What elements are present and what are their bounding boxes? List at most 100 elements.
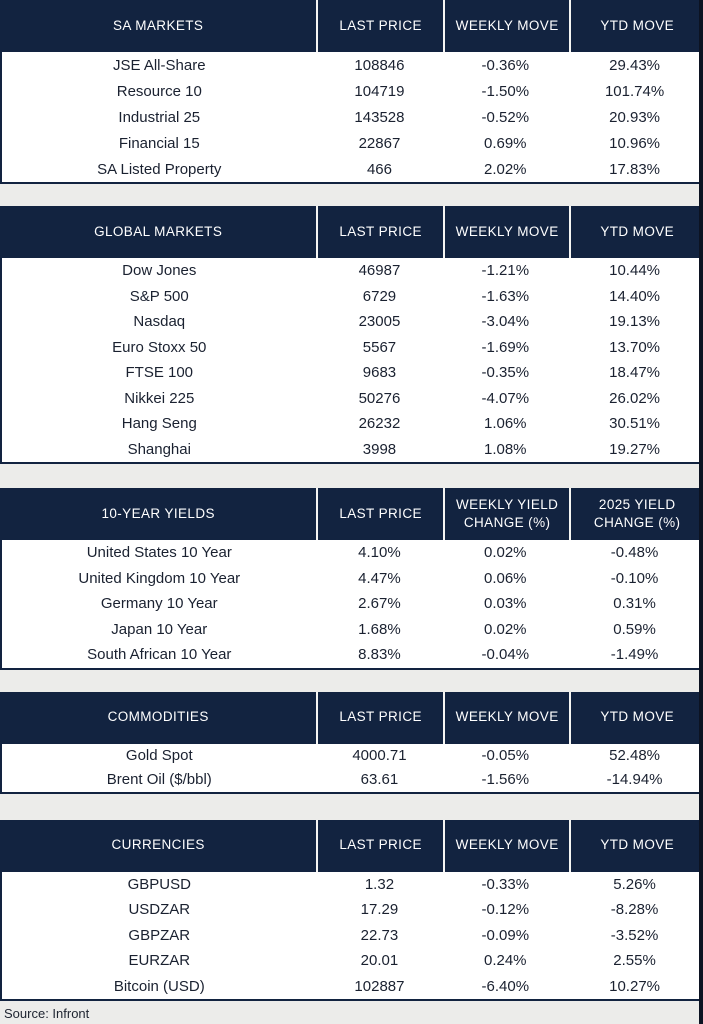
instrument-name: Financial 15: [118, 134, 200, 152]
value-cell: 1.32: [364, 875, 395, 893]
column-header: WEEKLY MOVE: [442, 0, 570, 52]
table-row: Industrial 25 143528 -0.52% 20.93%: [2, 104, 701, 130]
value-cell: 3998: [362, 440, 397, 458]
table-header-currencies: CURRENCIES LAST PRICE WEEKLY MOVE YTD MOVE: [0, 819, 703, 872]
value-cell: 4.47%: [358, 569, 401, 587]
value-cell: 29.43%: [609, 56, 660, 74]
value-cell: 17.83%: [609, 160, 660, 178]
value-cell: 26232: [358, 415, 401, 433]
section-title: SA MARKETS: [113, 17, 204, 33]
value-cell: 63.61: [360, 771, 399, 788]
value-cell: 0.02%: [483, 620, 527, 638]
column-header: YTD MOVE: [569, 819, 703, 872]
value-cell: 17.29: [360, 901, 399, 919]
value-cell: 19.13%: [609, 313, 660, 331]
value-cell: 2.55%: [613, 952, 656, 970]
instrument-name: Euro Stoxx 50: [112, 338, 207, 356]
table-ten-year-yields: 10-YEAR YIELDS LAST PRICE WEEKLY YIELD CHA…: [0, 488, 703, 670]
value-cell: 20.93%: [609, 108, 660, 126]
value-cell: -14.94%: [606, 771, 663, 788]
value-cell: 0.03%: [483, 595, 527, 613]
section-title: GLOBAL MARKETS: [94, 223, 223, 239]
value-cell: 466: [366, 160, 392, 178]
value-cell: 13.70%: [609, 338, 660, 356]
table-row: Resource 10 104719 -1.50% 101.74%: [2, 78, 701, 104]
value-cell: -0.36%: [481, 56, 530, 74]
table-header-sa-markets: SA MARKETS LAST PRICE WEEKLY MOVE YTD MOVE: [0, 0, 703, 52]
instrument-name: USDZAR: [128, 901, 191, 919]
table-row: USDZAR 17.29 -0.12% -8.28%: [2, 897, 701, 923]
table-row: Dow Jones 46987 -1.21% 10.44%: [2, 258, 701, 284]
value-cell: 30.51%: [609, 415, 660, 433]
value-cell: -1.69%: [481, 338, 530, 356]
column-header: YTD MOVE: [569, 0, 703, 52]
value-cell: 10.96%: [609, 134, 660, 152]
value-cell: 50276: [358, 389, 401, 407]
value-cell: -0.52%: [481, 108, 530, 126]
value-cell: 143528: [354, 108, 405, 126]
value-cell: 0.02%: [483, 544, 527, 562]
value-cell: -1.50%: [481, 82, 530, 100]
instrument-name: Brent Oil ($/bbl): [106, 771, 212, 788]
value-cell: 20.01: [360, 952, 399, 970]
value-cell: 0.06%: [483, 569, 527, 587]
value-cell: 0.59%: [613, 620, 656, 638]
value-cell: 2.02%: [483, 160, 527, 178]
table-row: Shanghai 3998 1.08% 19.27%: [2, 437, 701, 463]
instrument-name: Japan 10 Year: [111, 620, 208, 638]
table-header-global-markets: GLOBAL MARKETS LAST PRICE WEEKLY MOVE YTD M…: [0, 206, 703, 258]
value-cell: 5.26%: [613, 875, 656, 893]
instrument-name: JSE All-Share: [113, 56, 206, 74]
value-cell: 0.69%: [483, 134, 527, 152]
value-cell: -0.04%: [481, 646, 530, 664]
column-header: 2025 YIELD CHANGE (%): [569, 488, 703, 540]
instrument-name: EURZAR: [128, 952, 191, 970]
column-header: LAST PRICE: [316, 819, 443, 872]
instrument-name: Industrial 25: [118, 108, 201, 126]
table-row: GBPZAR 22.73 -0.09% -3.52%: [2, 923, 701, 949]
section-title: COMMODITIES: [107, 709, 209, 725]
table-currencies: CURRENCIES LAST PRICE WEEKLY MOVE YTD MOVE G…: [0, 819, 703, 1001]
value-cell: -0.48%: [610, 544, 659, 562]
value-cell: 0.24%: [483, 952, 527, 970]
value-cell: 102887: [354, 977, 405, 995]
instrument-name: S&P 500: [129, 287, 189, 305]
column-header: LAST PRICE: [316, 691, 443, 744]
value-cell: 22867: [358, 134, 401, 152]
table-row: Hang Seng 26232 1.06% 30.51%: [2, 411, 701, 437]
value-cell: 18.47%: [609, 364, 660, 382]
value-cell: 101.74%: [604, 82, 665, 100]
instrument-name: Nikkei 225: [124, 389, 195, 407]
table-row: Germany 10 Year 2.67% 0.03% 0.31%: [2, 591, 701, 617]
instrument-name: Dow Jones: [122, 262, 197, 280]
column-header: WEEKLY MOVE: [442, 691, 570, 744]
table-row: JSE All-Share 108846 -0.36% 29.43%: [2, 52, 701, 78]
instrument-name: United Kingdom 10 Year: [78, 569, 241, 587]
value-cell: -1.21%: [481, 262, 530, 280]
value-cell: -4.07%: [481, 389, 530, 407]
table-header-ten-year-yields: 10-YEAR YIELDS LAST PRICE WEEKLY YIELD CHA…: [0, 488, 703, 540]
instrument-name: Resource 10: [116, 82, 202, 100]
instrument-name: Hang Seng: [121, 415, 197, 433]
value-cell: -0.35%: [481, 364, 530, 382]
table-global-markets: GLOBAL MARKETS LAST PRICE WEEKLY MOVE YTD M…: [0, 206, 703, 464]
table-row: Gold Spot 4000.71 -0.05% 52.48%: [2, 744, 701, 768]
value-cell: 104719: [354, 82, 405, 100]
value-cell: -3.52%: [610, 926, 659, 944]
table-row: Nikkei 225 50276 -4.07% 26.02%: [2, 386, 701, 412]
value-cell: 10.44%: [609, 262, 660, 280]
table-row: Bitcoin (USD) 102887 -6.40% 10.27%: [2, 974, 701, 1000]
value-cell: -6.40%: [481, 977, 530, 995]
value-cell: 0.31%: [613, 595, 656, 613]
instrument-name: SA Listed Property: [97, 160, 222, 178]
column-header: LAST PRICE: [316, 0, 443, 52]
value-cell: 2.67%: [358, 595, 401, 613]
value-cell: 14.40%: [609, 287, 660, 305]
value-cell: 6729: [362, 287, 397, 305]
column-header: LAST PRICE: [316, 206, 443, 258]
column-header: YTD MOVE: [569, 691, 703, 744]
value-cell: 9683: [362, 364, 397, 382]
value-cell: 1.68%: [358, 620, 401, 638]
value-cell: 26.02%: [609, 389, 660, 407]
